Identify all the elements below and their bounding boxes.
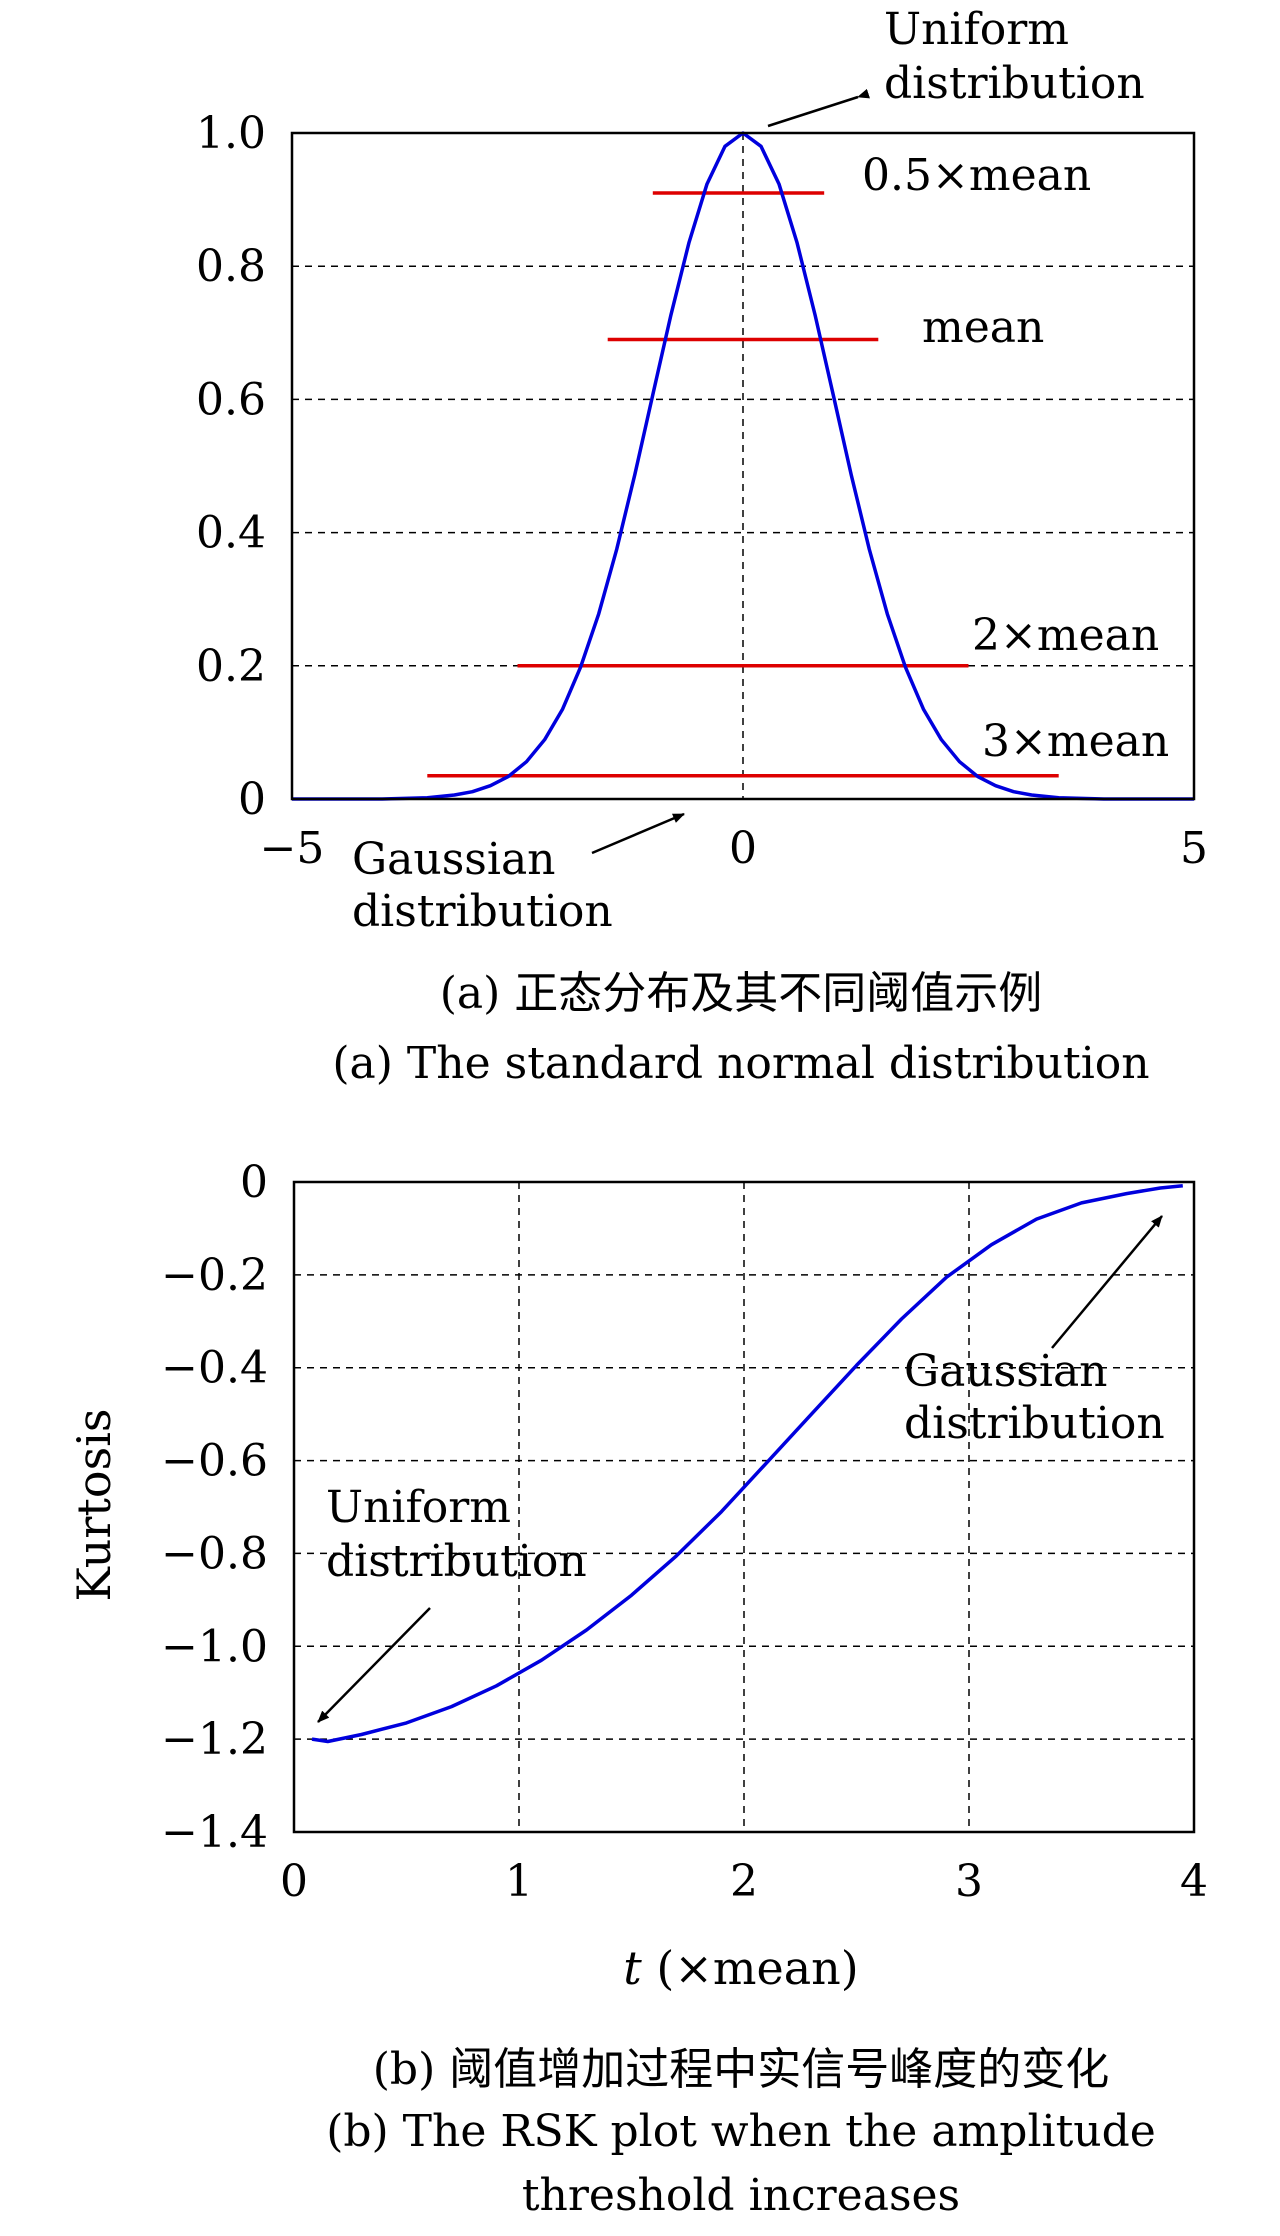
chart-b-x-tick-label: 1 (505, 1856, 533, 1907)
chart-b-y-tick-label: −0.2 (161, 1250, 268, 1301)
chart-b-series-line (311, 1183, 1183, 1744)
chart-b-y-tick-label: −0.4 (161, 1343, 268, 1394)
chart-b-x-axis-label: t (×mean) (623, 1941, 858, 1995)
caption-b-chinese: (b) 阈值增加过程中实信号峰度的变化 (373, 2044, 1109, 2095)
chart-a: 00.20.40.60.81.0 −5 0 5 0.5×mean mean 2×me… (196, 4, 1208, 1089)
chart-b-x-tick-label: 3 (955, 1856, 983, 1907)
caption-b-english-line2: threshold increases (522, 2170, 960, 2221)
annotation-uniform-b-arrow (317, 1607, 431, 1723)
chart-b-x-ticks: 0 1 2 3 4 (280, 1856, 1208, 1907)
chart-a-y-tick-label: 1.0 (196, 108, 266, 159)
chart-b-x-axis-label-var: t (623, 1941, 642, 1995)
caption-a-chinese: (a) 正态分布及其不同阈值示例 (440, 968, 1043, 1019)
chart-b-y-axis-label: Kurtosis (67, 1408, 121, 1601)
chart-b-x-tick-label: 0 (280, 1856, 308, 1907)
chart-b-y-tick-label: −1.4 (161, 1807, 268, 1858)
chart-a-series (292, 131, 1194, 801)
chart-b-x-tick-label: 4 (1180, 1856, 1208, 1907)
chart-a-y-tick-label: 0.6 (196, 374, 266, 425)
chart-b-x-tick-label: 2 (730, 1856, 758, 1907)
chart-a-x-tick-label: 5 (1180, 823, 1208, 874)
chart-a-y-ticks: 0 0.2 0.4 0.6 0.8 1.0 (196, 108, 266, 825)
chart-b-frame (292, 1180, 1196, 1834)
annotation-uniform-line2: distribution (884, 58, 1145, 109)
caption-b-english-line1: (b) The RSK plot when the amplitude (326, 2106, 1156, 2157)
threshold-label-mean: mean (922, 302, 1044, 353)
threshold-label-half-mean: 0.5×mean (862, 150, 1091, 201)
chart-a-x-tick-label: −5 (260, 823, 325, 874)
chart-b-y-tick-label: 0 (240, 1157, 268, 1208)
chart-b-series (311, 1183, 1183, 1744)
caption-a-english: (a) The standard normal distribution (332, 1038, 1149, 1089)
threshold-label-3x-mean: 3×mean (982, 716, 1169, 767)
annotation-gaussian-b-line2: distribution (904, 1398, 1165, 1449)
chart-b-gridlines (294, 1182, 1194, 1832)
annotation-gaussian-b-arrow (1051, 1215, 1163, 1349)
annotation-uniform-line1: Uniform (884, 4, 1069, 55)
chart-b-y-tick-label: −1.2 (161, 1714, 268, 1765)
annotation-uniform-b-line2: distribution (326, 1536, 587, 1587)
chart-b-y-tick-label: −0.6 (161, 1436, 268, 1487)
annotation-gaussian-arrow (591, 812, 685, 855)
chart-a-y-tick-label: 0.8 (196, 241, 266, 292)
chart-a-gridlines (292, 133, 1194, 799)
annotation-gaussian-line1: Gaussian (352, 834, 556, 885)
chart-a-frame (290, 131, 1196, 801)
chart-b-y-ticks: 0 −0.2 −0.4 −0.6 −0.8 −1.0 −1.2 −1.4 (161, 1157, 268, 1858)
chart-b-y-tick-label: −0.8 (161, 1528, 268, 1579)
annotation-gaussian-line2: distribution (352, 886, 613, 937)
chart-b-x-axis-label-unit: (×mean) (642, 1941, 859, 1995)
chart-a-series-line (292, 131, 1194, 801)
annotation-uniform-arrow (767, 88, 871, 128)
chart-a-y-tick-label: 0.2 (196, 641, 266, 692)
chart-a-y-tick-label: 0 (238, 774, 266, 825)
threshold-label-2x-mean: 2×mean (972, 610, 1159, 661)
chart-a-threshold-lines (427, 191, 1059, 778)
annotation-uniform-b-line1: Uniform (326, 1482, 511, 1533)
chart-b-y-tick-label: −1.0 (161, 1621, 268, 1672)
annotation-gaussian-b-line1: Gaussian (904, 1346, 1108, 1397)
chart-a-x-ticks: −5 0 5 (260, 823, 1208, 874)
chart-b: 0 −0.2 −0.4 −0.6 −0.8 −1.0 −1.2 −1.4 0 1 2 3 4 t (×… (67, 1157, 1208, 2221)
chart-a-y-tick-label: 0.4 (196, 508, 266, 559)
chart-a-x-tick-label: 0 (729, 823, 757, 874)
